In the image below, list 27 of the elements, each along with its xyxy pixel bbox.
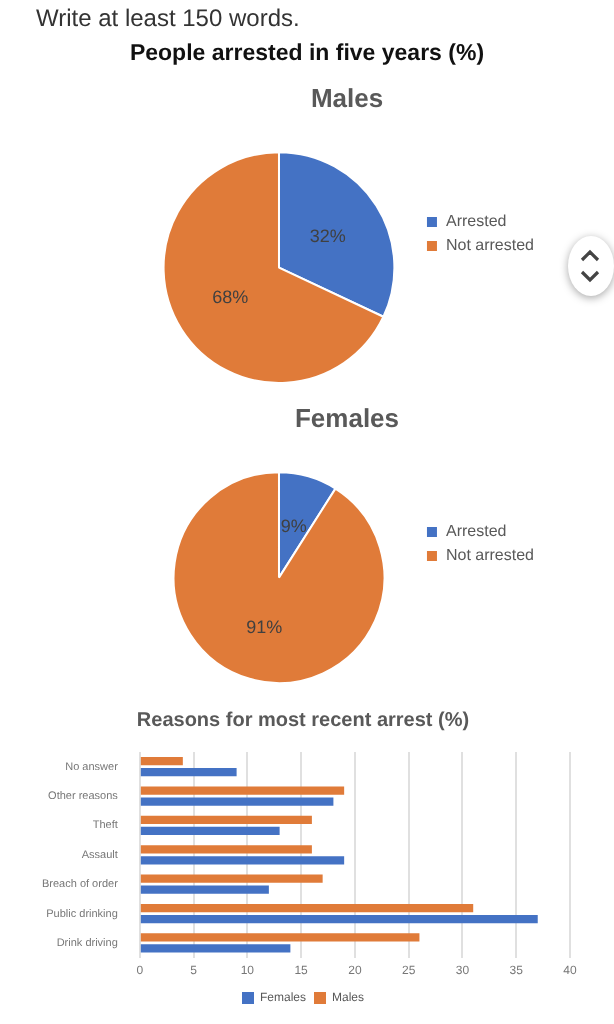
data-label: 91% bbox=[246, 617, 283, 638]
bar bbox=[140, 786, 345, 795]
bar bbox=[140, 797, 334, 806]
legend-label: Not arrested bbox=[445, 236, 535, 255]
legend-label: Not arrested bbox=[445, 546, 535, 565]
data-label: 68% bbox=[212, 287, 249, 308]
bar bbox=[140, 914, 538, 924]
bar bbox=[140, 768, 237, 777]
text: People arrested in five years (%) bbox=[127, 42, 487, 66]
bar bbox=[140, 856, 345, 865]
legend-label: Arrested bbox=[445, 212, 507, 231]
data-label: 9% bbox=[280, 515, 307, 536]
chart-title: Reasons for most recent arrest (%) bbox=[136, 709, 470, 732]
bar bbox=[140, 933, 420, 942]
data-label: 32% bbox=[309, 225, 346, 246]
bar bbox=[140, 826, 280, 836]
bar bbox=[140, 874, 323, 883]
bar bbox=[140, 815, 312, 825]
chart-title: Females bbox=[294, 402, 400, 433]
legend-label: Arrested bbox=[445, 522, 507, 541]
bar bbox=[140, 903, 474, 913]
text: Write at least 150 words. bbox=[36, 4, 300, 32]
bar bbox=[140, 845, 312, 854]
bar bbox=[140, 757, 183, 766]
bar bbox=[140, 885, 269, 894]
chart-title: Males bbox=[310, 82, 384, 113]
bar bbox=[140, 944, 291, 953]
